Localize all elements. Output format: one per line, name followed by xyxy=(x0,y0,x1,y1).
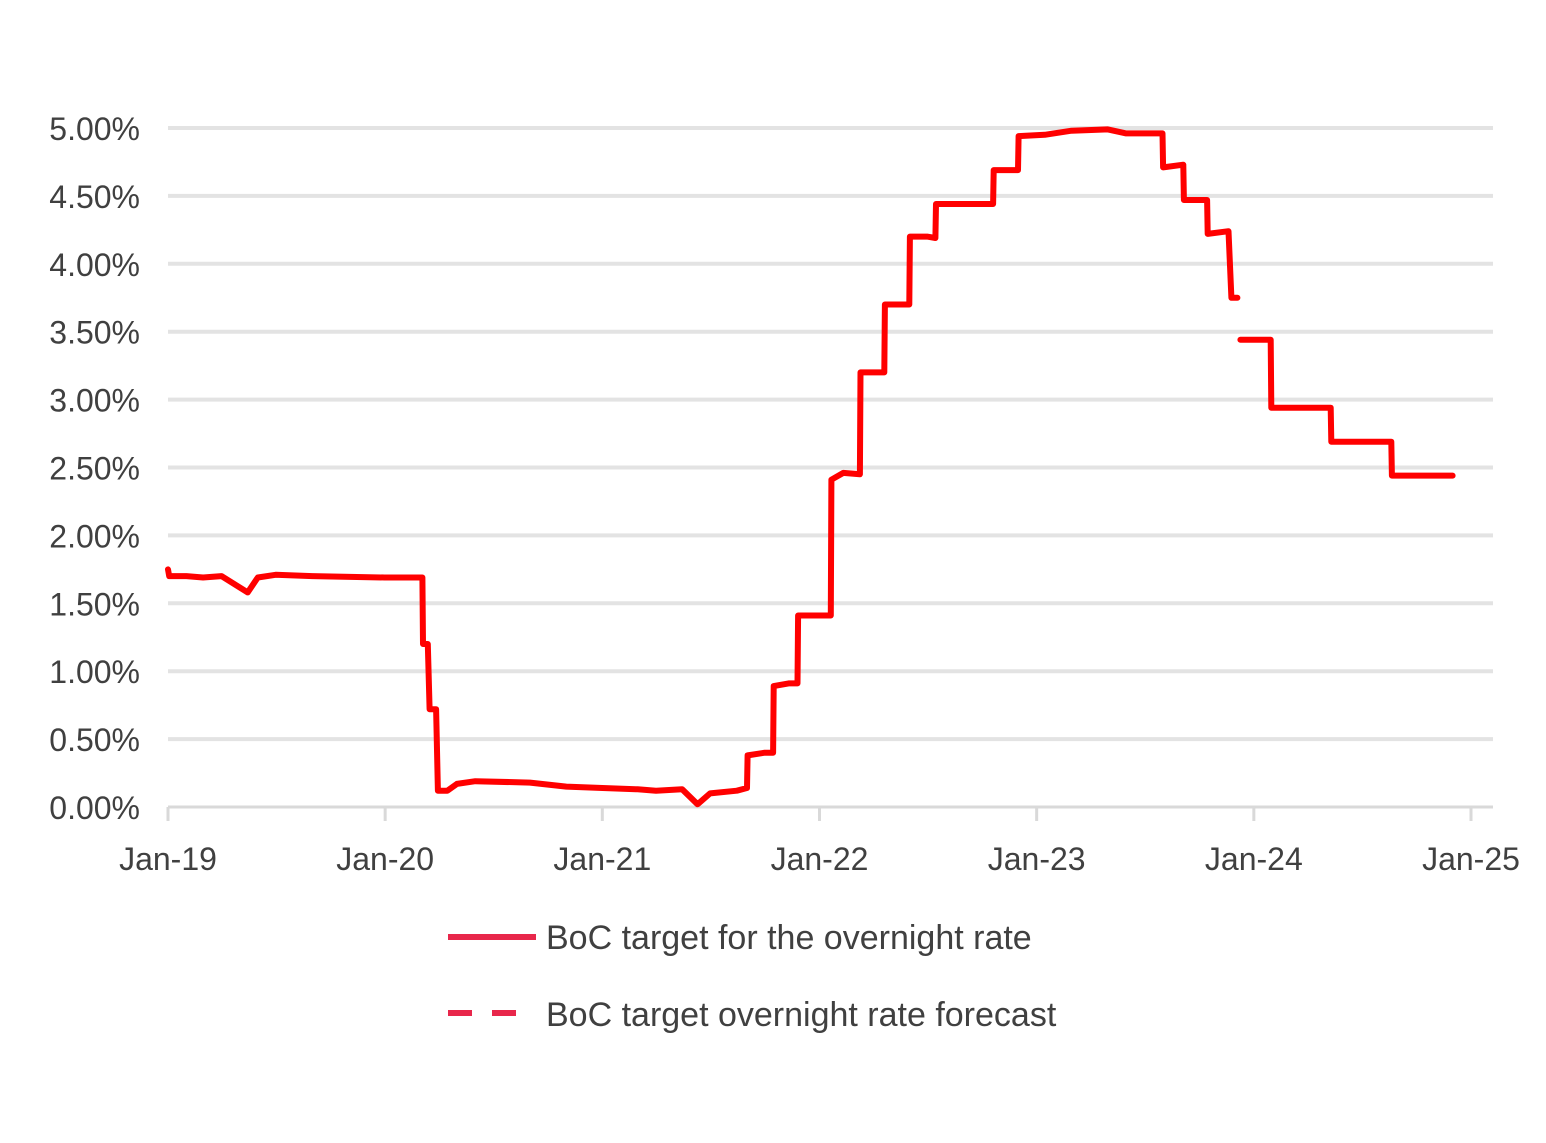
y-tick-label: 1.00% xyxy=(49,654,140,690)
y-tick-label: 5.00% xyxy=(49,111,140,147)
y-tick-label: 4.00% xyxy=(49,247,140,283)
x-tick-label: Jan-22 xyxy=(771,841,869,877)
x-tick-label: Jan-21 xyxy=(553,841,651,877)
x-tick-label: Jan-19 xyxy=(119,841,217,877)
x-tick-label: Jan-23 xyxy=(988,841,1086,877)
y-tick-label: 0.00% xyxy=(49,790,140,826)
y-tick-label: 0.50% xyxy=(49,722,140,758)
x-tick-label: Jan-25 xyxy=(1422,841,1520,877)
y-tick-label: 4.50% xyxy=(49,179,140,215)
plot-area xyxy=(165,126,1456,808)
y-tick-label: 2.50% xyxy=(49,451,140,487)
y-tick-label: 1.50% xyxy=(49,586,140,622)
y-tick-label: 3.50% xyxy=(49,315,140,351)
series-line-forecast xyxy=(1237,336,1456,479)
legend: BoC target for the overnight rate BoC ta… xyxy=(448,919,1057,1034)
y-axis: 0.00% 0.50% 1.00% 1.50% 2.00% 2.50% 3.00% 3.50%… xyxy=(49,111,140,826)
x-axis: Jan-19 Jan-20 Jan-21 Jan-22 Jan-23 Jan-24 Jan-… xyxy=(119,805,1520,877)
y-tick-label: 3.00% xyxy=(49,383,140,419)
x-tick-label: Jan-24 xyxy=(1205,841,1303,877)
gridlines xyxy=(168,126,1493,742)
legend-label-forecast: BoC target overnight rate forecast xyxy=(546,996,1057,1034)
series-line-actual xyxy=(165,126,1241,808)
y-tick-label: 2.00% xyxy=(49,518,140,554)
x-tick-label: Jan-20 xyxy=(336,841,434,877)
legend-label-actual: BoC target for the overnight rate xyxy=(546,919,1032,957)
